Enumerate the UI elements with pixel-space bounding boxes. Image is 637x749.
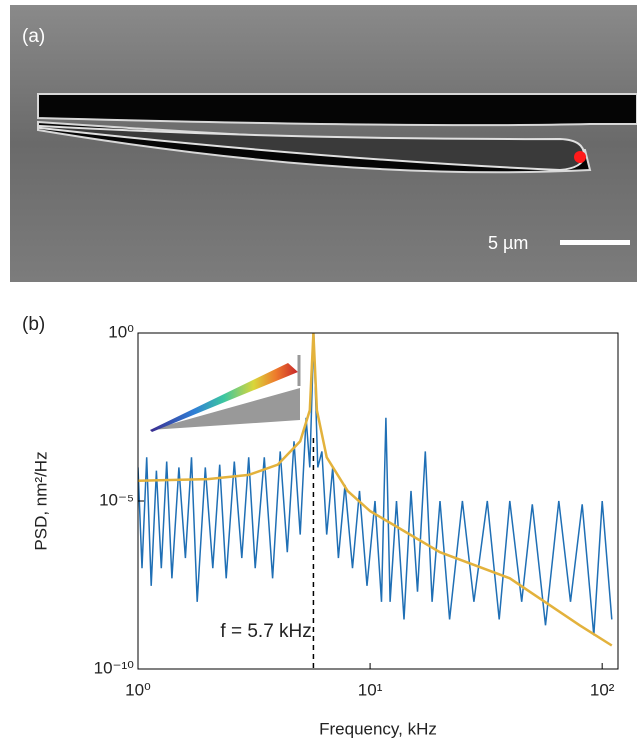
x-axis-label: Frequency, kHz	[319, 719, 437, 738]
series-line	[138, 333, 613, 636]
inset-shadow	[150, 388, 300, 430]
tip-marker	[574, 151, 586, 163]
inset-mode-shape	[150, 355, 301, 432]
inset-beam	[150, 363, 298, 432]
x-tick-label: 10¹	[358, 680, 383, 699]
panel-label: (b)	[22, 314, 45, 335]
plot-data	[138, 333, 613, 647]
series-line	[138, 333, 613, 647]
y-axis-label: PSD, nm²/Hz	[31, 451, 50, 550]
annotation: f = 5.7 kHz	[220, 621, 311, 642]
x-tick-label: 10²	[590, 680, 615, 699]
sem-image: (a) 5 µm	[10, 5, 637, 282]
x-tick-label: 10⁰	[125, 680, 151, 699]
y-tick-label: 10⁰	[108, 322, 134, 341]
y-tick-label: 10⁻⁵	[99, 490, 134, 509]
slot-upper	[37, 93, 637, 127]
y-tick-label: 10⁻¹⁰	[94, 658, 135, 677]
scale-label: 5 µm	[488, 233, 528, 253]
panel-label: (a)	[22, 26, 45, 47]
scale-bar	[560, 240, 630, 245]
